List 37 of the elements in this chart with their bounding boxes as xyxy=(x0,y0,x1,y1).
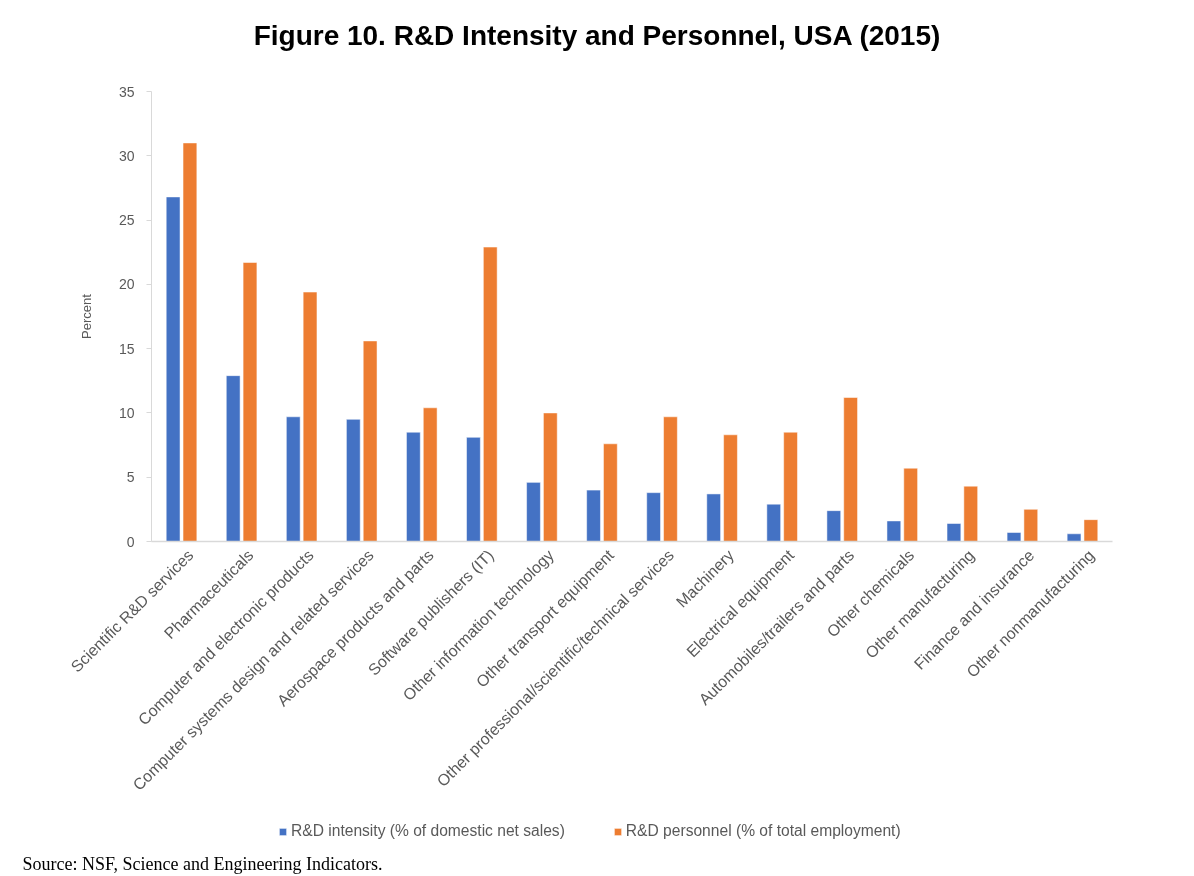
bar xyxy=(346,419,361,542)
bar xyxy=(766,503,781,542)
bar xyxy=(362,340,378,542)
bar xyxy=(302,291,318,542)
bar xyxy=(663,416,678,542)
bar xyxy=(526,482,541,542)
y-tick-label: 10 xyxy=(118,404,135,421)
bar xyxy=(466,437,481,542)
y-axis-title: Percent xyxy=(78,293,94,339)
y-tick-label: 35 xyxy=(118,83,135,100)
legend-label: R&D personnel (% of total employment) xyxy=(625,822,901,840)
bar xyxy=(963,485,978,542)
bar xyxy=(706,493,721,542)
bar xyxy=(423,407,438,542)
bar xyxy=(603,443,618,542)
chart-title: Figure 10. R&D Intensity and Personnel, USA (2015) xyxy=(253,20,941,51)
bar xyxy=(843,397,858,542)
bar xyxy=(286,416,301,542)
y-tick-label: 30 xyxy=(118,147,135,164)
bar xyxy=(903,467,918,542)
bar xyxy=(586,489,601,542)
legend-label: R&D intensity (% of domestic net sales) xyxy=(291,822,565,840)
y-tick-label: 25 xyxy=(118,212,135,229)
bar xyxy=(483,246,498,542)
source-note: Source: NSF, Science and Engineering Indicators. xyxy=(22,853,383,874)
bar xyxy=(406,431,421,542)
bar xyxy=(543,412,558,542)
bar xyxy=(826,510,841,542)
y-tick-label: 15 xyxy=(118,340,135,357)
bar xyxy=(723,434,738,542)
bar xyxy=(946,523,962,542)
bar xyxy=(886,520,902,542)
bar xyxy=(783,431,798,542)
bar xyxy=(646,492,661,542)
y-tick-label: 20 xyxy=(118,276,135,293)
y-tick-label: 5 xyxy=(126,469,135,486)
y-tick-label: 0 xyxy=(126,533,135,550)
